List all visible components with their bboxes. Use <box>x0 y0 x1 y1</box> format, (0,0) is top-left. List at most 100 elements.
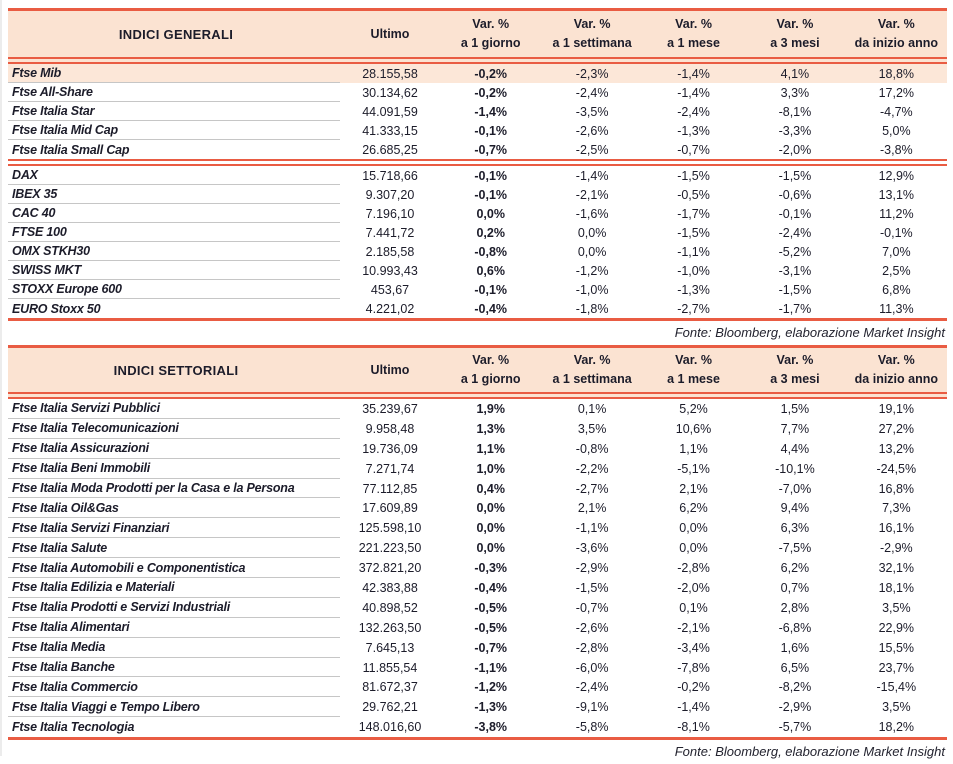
index-name: Ftse All-Share <box>8 83 340 102</box>
var-1-settimana-value: -3,5% <box>575 104 609 119</box>
var-1-mese-value: -2,4% <box>677 104 710 119</box>
var-1-mese-value: 0,1% <box>679 600 708 615</box>
index-name: Ftse Mib <box>8 64 340 83</box>
ultimo-value: 372.821,20 <box>358 561 422 576</box>
ultimo-value: 44.091,59 <box>362 104 418 119</box>
column-header-var: Var. % a 3 mesi <box>744 351 845 389</box>
ultimo-value: 26.685,25 <box>362 142 418 157</box>
index-name: Ftse Italia Commercio <box>8 677 340 698</box>
var-1-mese-value: -1,5% <box>677 225 710 240</box>
var-inizio-anno-value: 22,9% <box>878 620 915 635</box>
column-header-var: Var. % a 3 mesi <box>744 15 845 53</box>
var-inizio-anno-value: 6,8% <box>882 282 911 297</box>
ultimo-value: 7.645,13 <box>365 640 415 655</box>
var-3-mesi-value: -7,0% <box>778 481 812 496</box>
var-1-settimana-value: 2,1% <box>577 501 607 516</box>
var-inizio-anno-value: 11,3% <box>879 301 914 316</box>
var-inizio-anno-value: -4,7% <box>880 104 913 119</box>
var-3-mesi-value: 0,7% <box>780 580 810 595</box>
var-inizio-anno-value: 3,5% <box>882 600 911 615</box>
var-1-mese-value: 2,1% <box>679 481 708 496</box>
table-row: Ftse All-Share 30.134,62 -0,2% -2,4% -1,4% 3,… <box>8 83 947 102</box>
ultimo-value: 453,67 <box>370 282 410 297</box>
var-3-mesi-value: -2,9% <box>778 700 812 715</box>
var-3-mesi-value: -8,1% <box>778 104 812 119</box>
index-name: Ftse Italia Mid Cap <box>8 121 340 140</box>
var-1-giorno-value: -0,1% <box>474 187 508 202</box>
group-separator <box>8 159 947 166</box>
var-3-mesi-value: 4,1% <box>780 66 810 81</box>
var-1-giorno-value: 0,6% <box>476 263 505 278</box>
var-1-giorno-value: 0,4% <box>476 481 505 496</box>
var-1-mese-value: -1,5% <box>677 168 710 183</box>
table-bottom-border <box>8 737 947 741</box>
var-label-line1: Var. % <box>573 353 611 367</box>
var-1-settimana-value: -1,6% <box>575 206 609 221</box>
var-label-line1: Var. % <box>675 353 712 367</box>
var-3-mesi-value: 6,5% <box>780 660 810 675</box>
var-1-mese-value: -1,3% <box>677 123 710 138</box>
index-name: Ftse Italia Telecomunicazioni <box>8 419 340 439</box>
var-inizio-anno-value: 5,0% <box>882 123 911 138</box>
var-1-settimana-value: -5,8% <box>575 720 609 735</box>
header-separator <box>8 57 947 64</box>
var-label-line2: a 1 settimana <box>552 372 632 386</box>
var-label-line1: Var. % <box>877 353 915 367</box>
index-name: Ftse Italia Media <box>8 638 340 658</box>
var-1-mese-value: -0,2% <box>677 680 710 695</box>
table-row: STOXX Europe 600 453,67 -0,1% -1,0% -1,3% -1,… <box>8 280 947 299</box>
var-1-mese-value: 0,0% <box>679 521 708 536</box>
var-1-giorno-value: -0,4% <box>474 580 508 595</box>
var-1-giorno-value: 1,9% <box>476 401 505 416</box>
var-inizio-anno-value: -15,4% <box>876 680 917 695</box>
index-name: SWISS MKT <box>8 261 340 280</box>
var-label-line1: Var. % <box>776 17 814 31</box>
table-header: INDICI SETTORIALI Ultimo Var. % a 1 giorn… <box>8 348 947 392</box>
var-3-mesi-value: -1,5% <box>778 168 812 183</box>
index-name: Ftse Italia Viaggi e Tempo Libero <box>8 697 340 718</box>
var-1-settimana-value: -2,3% <box>575 66 609 81</box>
var-inizio-anno-value: -24,5% <box>876 461 917 476</box>
var-inizio-anno-value: 7,0% <box>882 244 911 259</box>
index-name: OMX STKH30 <box>8 242 340 261</box>
var-3-mesi-value: -8,2% <box>778 680 812 695</box>
var-3-mesi-value: -0,6% <box>778 187 812 202</box>
var-3-mesi-value: -10,1% <box>775 461 815 476</box>
var-inizio-anno-value: 16,1% <box>878 521 915 536</box>
var-1-giorno-value: 1,1% <box>476 441 505 456</box>
table-row: EURO Stoxx 50 4.221,02 -0,4% -1,8% -2,7% -1,7… <box>8 299 947 318</box>
column-header-var: Var. % a 1 giorno <box>440 15 541 53</box>
table-row: Ftse Italia Prodotti e Servizi Industria… <box>8 598 947 618</box>
var-label-line2: da inizio anno <box>854 36 938 50</box>
var-1-mese-value: -2,0% <box>677 580 710 595</box>
var-inizio-anno-value: 7,3% <box>882 501 911 516</box>
var-1-settimana-value: -1,0% <box>575 282 609 297</box>
index-name: Ftse Italia Beni Immobili <box>8 459 340 479</box>
ultimo-value: 125.598,10 <box>358 521 422 536</box>
var-inizio-anno-value: 13,2% <box>878 441 915 456</box>
index-name: FTSE 100 <box>8 223 340 242</box>
var-3-mesi-value: 1,5% <box>780 401 810 416</box>
var-1-settimana-value: -2,7% <box>575 481 609 496</box>
index-name: Ftse Italia Oil&Gas <box>8 498 340 519</box>
var-label-line2: a 1 mese <box>667 372 720 386</box>
var-1-settimana-value: -2,5% <box>575 142 609 157</box>
var-1-mese-value: -1,4% <box>677 66 710 81</box>
index-name: Ftse Italia Assicurazioni <box>8 439 340 459</box>
var-1-giorno-value: 0,0% <box>476 541 505 556</box>
index-name: Ftse Italia Tecnologia <box>12 720 135 735</box>
var-1-settimana-value: -9,1% <box>575 700 609 715</box>
var-1-settimana-value: 0,1% <box>577 401 607 416</box>
var-3-mesi-value: 9,4% <box>780 501 810 516</box>
var-1-mese-value: -1,3% <box>677 282 710 297</box>
index-name: Ftse Italia Moda Prodotti per la Casa e … <box>8 479 340 499</box>
var-1-settimana-value: -6,0% <box>575 660 609 675</box>
var-1-mese-value: -5,1% <box>677 461 710 476</box>
var-label-line1: Var. % <box>472 17 510 31</box>
var-1-mese-value: -7,8% <box>677 660 710 675</box>
ultimo-value: 41.333,15 <box>362 123 418 138</box>
table-row: Ftse Italia Salute 221.223,50 0,0% -3,6% 0,0… <box>8 538 947 559</box>
var-inizio-anno-value: 12,9% <box>878 168 915 183</box>
var-inizio-anno-value: 13,1% <box>878 187 915 202</box>
